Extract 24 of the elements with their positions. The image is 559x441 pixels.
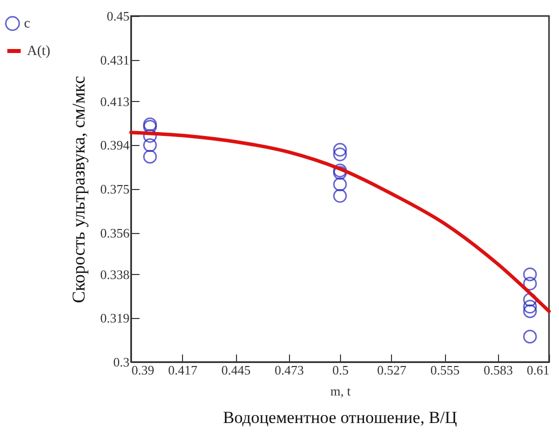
text: Водоцементное отношение, В/Ц <box>222 408 458 427</box>
y-tick-label: 0.431 <box>100 52 130 68</box>
y-tick-label: 0.394 <box>100 138 130 153</box>
y-tick-label: 0.319 <box>100 310 130 326</box>
line-series <box>129 130 551 314</box>
x-tick-label: 0.445 <box>221 362 251 378</box>
y-axis-title: Скорость ультразвука, см/мкс <box>68 76 88 304</box>
y-tick-label: 0.413 <box>100 94 130 109</box>
x-tick-label: 0.583 <box>484 362 513 378</box>
x-tick-label: 0.473 <box>274 362 304 378</box>
y-tick-label: 0.375 <box>100 182 130 196</box>
x-tick-label: 0.5 <box>332 362 349 378</box>
x-tick-label: 0.39 <box>132 362 154 378</box>
y-tick-label: 0.3 <box>113 354 130 370</box>
x-tick-label: 0.417 <box>168 362 198 378</box>
y-tick-label: 0.45 <box>106 8 130 24</box>
x-tick-label: 0.61 <box>526 362 550 378</box>
x-axis-title: m, t <box>330 384 351 398</box>
x-tick-label: 0.527 <box>377 362 407 378</box>
x-tick-label: 0.555 <box>430 362 460 378</box>
legend-label: c <box>24 16 30 32</box>
y-tick-label: 0.356 <box>100 225 130 240</box>
legend-label: A(t) <box>27 44 51 59</box>
y-tick-label: 0.338 <box>100 266 130 282</box>
